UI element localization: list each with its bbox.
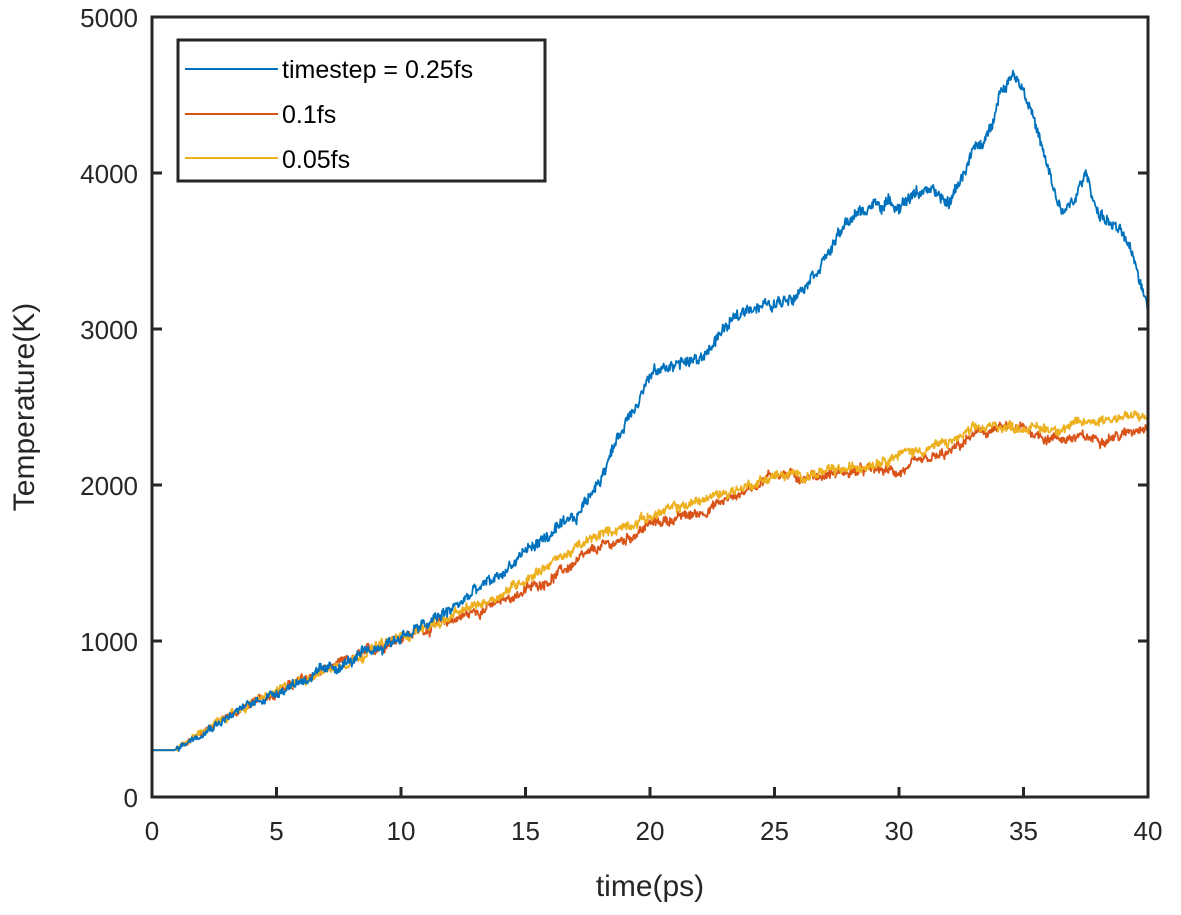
x-tick-label: 0 (145, 816, 159, 846)
y-tick-label: 2000 (80, 471, 138, 501)
y-tick-label: 4000 (80, 159, 138, 189)
y-tick-label: 5000 (80, 3, 138, 33)
x-tick-label: 40 (1134, 816, 1163, 846)
series-line-0 (151, 69, 1149, 752)
x-tick-label: 20 (636, 816, 665, 846)
legend: timestep = 0.25fs 0.1fs 0.05fs (176, 38, 547, 183)
y-axis-label: Temperature(K) (8, 303, 41, 511)
y-tick-label: 0 (124, 783, 138, 813)
x-tick-label: 25 (760, 816, 789, 846)
x-tick-label: 15 (511, 816, 540, 846)
y-tick-label: 3000 (80, 315, 138, 345)
series-layer (151, 69, 1149, 752)
y-tick-label: 1000 (80, 627, 138, 657)
series-line-2 (151, 410, 1149, 752)
x-tick-label: 30 (885, 816, 914, 846)
x-tick-label: 35 (1009, 816, 1038, 846)
x-tick-label: 5 (269, 816, 283, 846)
legend-label-2: 0.05fs (282, 146, 350, 174)
plot-frame (150, 15, 1150, 799)
tick-layer: 0 5 10 15 20 25 30 35 40 0 1000 2000 3000 4000 5000 (80, 3, 1162, 846)
x-axis-label: time(ps) (596, 870, 704, 903)
x-tick-label: 10 (387, 816, 416, 846)
legend-label-1: 0.1fs (282, 101, 336, 129)
legend-label-0: timestep = 0.25fs (282, 56, 473, 84)
